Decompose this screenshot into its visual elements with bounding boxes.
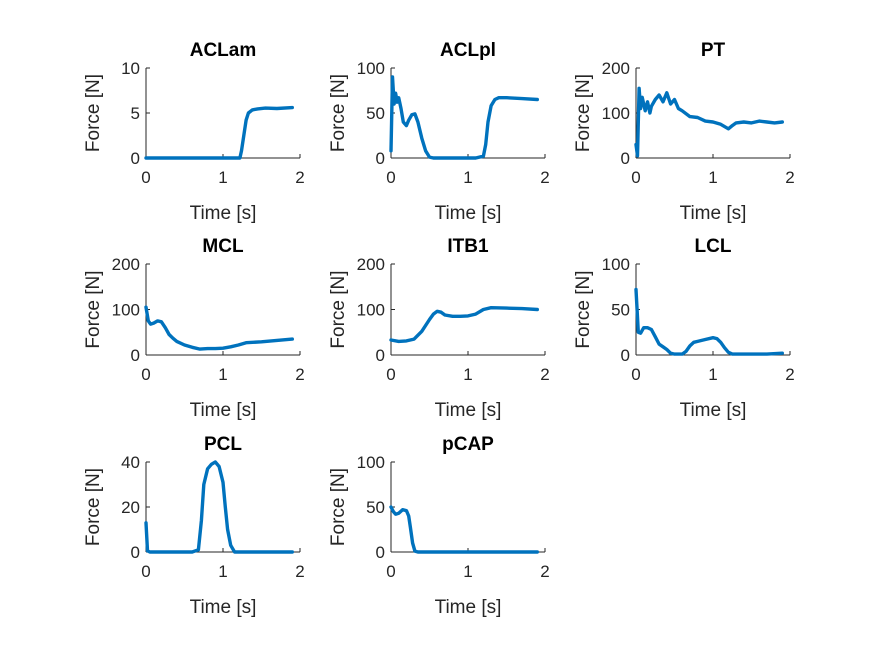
- x-axis-label: Time [s]: [190, 203, 257, 224]
- subplot-mcl: 0 100 200 0 1 2 MCL Time [s] Force [N]: [83, 236, 305, 421]
- x-tick-label: 1: [463, 365, 472, 384]
- x-axis-label: Time [s]: [435, 597, 502, 618]
- x-tick-label: 0: [141, 168, 150, 187]
- x-tick-label: 1: [463, 168, 472, 187]
- subplot-lcl: 0 50 100 0 1 2 LCL Time [s] Force [N]: [573, 236, 795, 421]
- y-tick-label: 0: [131, 346, 140, 365]
- subplot-title: PT: [701, 40, 726, 61]
- subplot-pcap: 0 50 100 0 1 2 pCAP Time [s] Force [N]: [328, 434, 550, 618]
- x-axis-label: Time [s]: [435, 400, 502, 421]
- y-tick-label: 50: [366, 498, 385, 517]
- y-axis-label: Force [N]: [83, 270, 104, 348]
- subplot-itb1: 0 100 200 0 1 2 ITB1 Time [s] Force [N]: [328, 236, 550, 421]
- subplot-title: pCAP: [442, 434, 494, 455]
- subplot-title: ITB1: [447, 236, 489, 257]
- y-tick-label: 10: [121, 59, 140, 78]
- x-tick-label: 0: [141, 562, 150, 581]
- x-tick-label: 2: [295, 365, 304, 384]
- y-tick-label: 20: [121, 498, 140, 517]
- subplot-aclam: 0 5 10 0 1 2 ACLam Time [s] Force [N]: [83, 40, 305, 224]
- series-line-pt: [634, 86, 784, 158]
- subplot-title: MCL: [202, 236, 244, 257]
- y-tick-label: 100: [602, 104, 630, 123]
- y-tick-label: 100: [602, 255, 630, 274]
- y-tick-label: 200: [602, 59, 630, 78]
- x-tick-label: 0: [386, 562, 395, 581]
- x-tick-label: 2: [540, 168, 549, 187]
- x-tick-label: 0: [386, 168, 395, 187]
- x-tick-label: 2: [785, 168, 794, 187]
- x-tick-label: 0: [386, 365, 395, 384]
- series-line-lcl: [634, 287, 784, 356]
- series-line-itb1: [389, 306, 539, 344]
- subplot-pt: 0 100 200 0 1 2 PT Time [s] Force [N]: [573, 40, 795, 224]
- y-tick-label: 100: [357, 301, 385, 320]
- x-axis-label: Time [s]: [435, 203, 502, 224]
- x-axis-label: Time [s]: [190, 597, 257, 618]
- y-axis-label: Force [N]: [83, 468, 104, 546]
- x-tick-label: 1: [463, 562, 472, 581]
- series-line-aclpl: [389, 75, 539, 160]
- y-tick-label: 40: [121, 453, 140, 472]
- y-axis-label: Force [N]: [328, 468, 349, 546]
- subplot-title: ACLpl: [440, 40, 496, 61]
- x-tick-label: 1: [218, 562, 227, 581]
- series-line-aclam: [144, 105, 294, 160]
- y-tick-label: 0: [376, 543, 385, 562]
- series-line-pcap: [389, 505, 539, 554]
- y-tick-label: 100: [112, 301, 140, 320]
- series-line-mcl: [144, 305, 294, 351]
- y-tick-label: 0: [621, 149, 630, 168]
- y-tick-label: 5: [131, 104, 140, 123]
- x-tick-label: 1: [218, 168, 227, 187]
- y-tick-label: 50: [611, 301, 630, 320]
- x-tick-label: 2: [295, 168, 304, 187]
- y-tick-label: 0: [131, 149, 140, 168]
- subplot-aclpl: 0 50 100 0 1 2 ACLpl Time [s] Force [N]: [328, 40, 550, 224]
- x-tick-label: 2: [295, 562, 304, 581]
- series-line-pcl: [144, 460, 294, 554]
- y-axis-label: Force [N]: [328, 74, 349, 152]
- subplot-title: PCL: [204, 434, 242, 455]
- x-tick-label: 0: [631, 168, 640, 187]
- x-tick-label: 0: [141, 365, 150, 384]
- x-tick-label: 1: [708, 168, 717, 187]
- subplot-title: ACLam: [190, 40, 257, 61]
- y-tick-label: 100: [357, 453, 385, 472]
- x-axis-label: Time [s]: [190, 400, 257, 421]
- y-axis-label: Force [N]: [328, 270, 349, 348]
- x-tick-label: 2: [785, 365, 794, 384]
- y-tick-label: 0: [376, 149, 385, 168]
- subplot-pcl: 0 20 40 0 1 2 PCL Time [s] Force [N]: [83, 434, 305, 618]
- x-tick-label: 1: [708, 365, 717, 384]
- y-tick-label: 0: [131, 543, 140, 562]
- y-tick-label: 200: [112, 255, 140, 274]
- y-tick-label: 0: [621, 346, 630, 365]
- y-axis-label: Force [N]: [83, 74, 104, 152]
- y-tick-label: 50: [366, 104, 385, 123]
- y-tick-label: 200: [357, 255, 385, 274]
- x-tick-label: 2: [540, 365, 549, 384]
- y-axis-label: Force [N]: [573, 74, 594, 152]
- y-tick-label: 0: [376, 346, 385, 365]
- subplot-title: LCL: [695, 236, 732, 257]
- x-axis-label: Time [s]: [680, 203, 747, 224]
- x-axis-label: Time [s]: [680, 400, 747, 421]
- y-axis-label: Force [N]: [573, 270, 594, 348]
- y-tick-label: 100: [357, 59, 385, 78]
- x-tick-label: 2: [540, 562, 549, 581]
- x-tick-label: 0: [631, 365, 640, 384]
- x-tick-label: 1: [218, 365, 227, 384]
